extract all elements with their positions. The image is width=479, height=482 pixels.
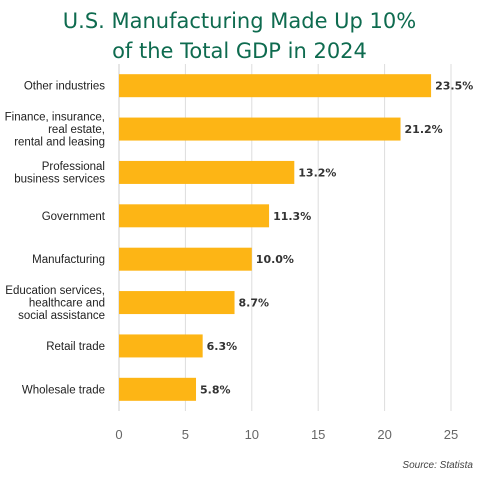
category-label-7: Wholesale trade: [22, 384, 105, 396]
bar-4: [119, 247, 252, 271]
value-label-5: 8.7%: [239, 297, 270, 310]
category-label-6: Retail trade: [46, 341, 105, 353]
value-label-6: 6.3%: [207, 340, 238, 353]
x-tick-label-2: 10: [245, 427, 259, 442]
category-label-4: Manufacturing: [32, 254, 105, 266]
chart-title-line-2: of the Total GDP in 2024: [112, 39, 367, 63]
value-label-4: 10.0%: [256, 253, 294, 266]
x-tick-label-0: 0: [115, 427, 122, 442]
source-note: Source: Statista: [402, 460, 473, 471]
bar-1: [119, 117, 401, 141]
value-label-7: 5.8%: [200, 383, 231, 396]
bar-6: [119, 334, 203, 358]
category-label-2: Professional business services: [14, 161, 105, 186]
category-label-1: Finance, insurance, real estate, rental an…: [5, 112, 105, 149]
category-label-5: Education services, healthcare and social …: [5, 285, 105, 322]
value-label-0: 23.5%: [435, 80, 473, 93]
bar-3: [119, 204, 270, 228]
x-tick-label-3: 15: [311, 427, 325, 442]
category-label-3: Government: [42, 211, 106, 223]
category-label-0: Other industries: [24, 81, 105, 93]
chart-title: U.S. Manufacturing Made Up 10% of the To…: [0, 6, 479, 66]
x-tick-label-5: 25: [444, 427, 458, 442]
x-tick-label-4: 20: [377, 427, 391, 442]
bar-0: [119, 74, 432, 98]
bar-2: [119, 160, 295, 184]
value-label-2: 13.2%: [298, 166, 336, 179]
chart-title-line-1: U.S. Manufacturing Made Up 10%: [62, 9, 417, 33]
value-label-1: 21.2%: [405, 123, 443, 136]
bar-5: [119, 291, 235, 315]
value-label-3: 11.3%: [273, 210, 311, 223]
x-tick-label-1: 5: [182, 427, 189, 442]
bar-7: [119, 377, 197, 401]
